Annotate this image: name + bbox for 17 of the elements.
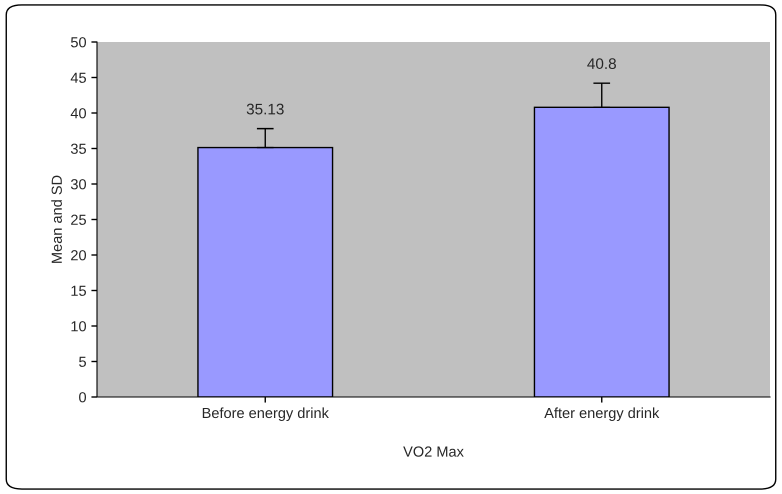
y-tick-label: 30 — [70, 179, 86, 190]
y-axis-title: Mean and SD — [51, 176, 62, 263]
y-tick-label: 50 — [70, 37, 86, 48]
y-tick-label: 0 — [79, 392, 86, 402]
y-tick-label: 35 — [70, 144, 86, 154]
y-tick-label: 25 — [71, 214, 86, 225]
y-tick-label: 15 — [71, 286, 86, 296]
data-label: 40.8 — [587, 58, 616, 70]
y-tick-label: 5 — [79, 356, 86, 367]
x-tick-label: Before energy drink — [202, 407, 329, 422]
y-tick-label: 10 — [71, 321, 86, 332]
x-tick-label: After energy drink — [544, 407, 660, 422]
y-tick-label: 45 — [70, 72, 86, 83]
data-label: 35.13 — [246, 104, 284, 114]
y-tick-label: 40 — [70, 108, 86, 118]
x-axis-title: VO2 Max — [403, 446, 464, 457]
y-tick-label: 20 — [71, 250, 86, 260]
